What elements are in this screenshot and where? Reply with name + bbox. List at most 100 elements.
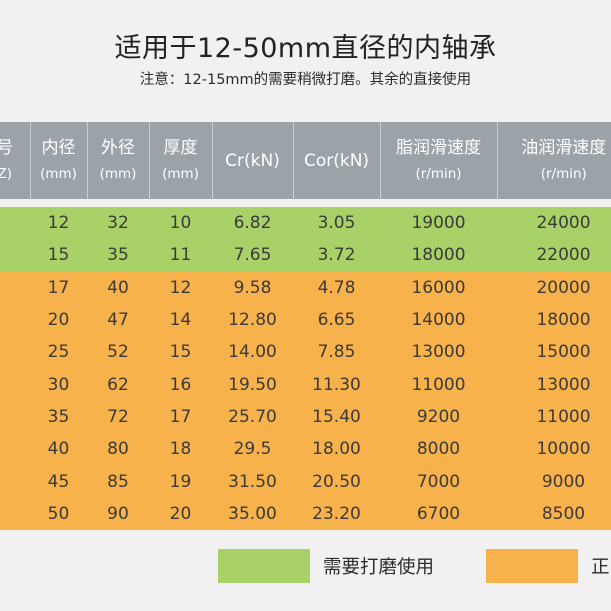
cell-cr: 14.00 xyxy=(212,336,293,369)
cell-thickness: 14 xyxy=(149,303,212,337)
cell-inner-diameter: 40 xyxy=(30,433,87,466)
header-cr: Cr(kN) xyxy=(211,122,293,199)
cell-thickness: 17 xyxy=(149,400,212,434)
cell-cor: 18.00 xyxy=(293,433,380,466)
cell-cr: 35.00 xyxy=(212,497,293,530)
table-row: 15 35 11 7.65 3.72 18000 22000 xyxy=(0,239,611,272)
cell-cr: 9.58 xyxy=(212,271,293,304)
cell-cor: 20.50 xyxy=(293,465,380,498)
cell-outer-diameter: 80 xyxy=(87,433,149,466)
header-oil-speed: 油润滑速度 (r/min) xyxy=(496,122,611,199)
header-thickness: 厚度 (mm) xyxy=(148,122,212,199)
cell-inner-diameter: 25 xyxy=(30,336,87,369)
cell-thickness: 10 xyxy=(149,207,212,240)
cell-model xyxy=(0,497,30,530)
cell-oil-speed: 11000 xyxy=(497,400,611,434)
cell-cor: 4.78 xyxy=(293,271,380,304)
cell-model xyxy=(0,433,30,466)
cell-model xyxy=(0,271,30,304)
table-header-row: 号 Z) 内径 (mm) 外径 (mm) 厚度 (mm) Cr(kN) Cor(kN) … xyxy=(0,122,611,199)
cell-grease-speed: 9200 xyxy=(380,400,497,434)
cell-grease-speed: 18000 xyxy=(380,239,497,272)
cell-outer-diameter: 62 xyxy=(87,368,149,401)
table-row: 50 90 20 35.00 23.20 6700 8500 xyxy=(0,497,611,530)
cell-grease-speed: 14000 xyxy=(380,303,497,337)
cell-thickness: 11 xyxy=(149,239,212,272)
cell-cr: 25.70 xyxy=(212,400,293,434)
cell-model xyxy=(0,207,30,240)
page-subtitle: 注意：12-15mm的需要稍微打磨。其余的直接使用 xyxy=(139,72,472,88)
cell-cor: 3.72 xyxy=(293,239,380,272)
cell-model xyxy=(0,239,30,272)
cell-outer-diameter: 85 xyxy=(87,465,149,498)
legend-orange-label: 正 xyxy=(591,557,610,578)
cell-oil-speed: 18000 xyxy=(497,303,611,337)
cell-oil-speed: 24000 xyxy=(497,207,611,240)
bearing-spec-table: 号 Z) 内径 (mm) 外径 (mm) 厚度 (mm) Cr(kN) Cor(kN) … xyxy=(0,122,611,530)
cell-inner-diameter: 17 xyxy=(30,271,87,304)
cell-outer-diameter: 47 xyxy=(87,303,149,337)
header-inner-diameter: 内径 (mm) xyxy=(29,122,87,199)
cell-oil-speed: 20000 xyxy=(497,271,611,304)
table-row: 20 47 14 12.80 6.65 14000 18000 xyxy=(0,303,611,337)
cell-inner-diameter: 30 xyxy=(30,368,87,401)
cell-oil-speed: 15000 xyxy=(497,336,611,369)
cell-model xyxy=(0,400,30,434)
cell-grease-speed: 6700 xyxy=(380,497,497,530)
cell-grease-speed: 19000 xyxy=(380,207,497,240)
cell-cr: 19.50 xyxy=(212,368,293,401)
cell-outer-diameter: 40 xyxy=(87,271,149,304)
cell-outer-diameter: 72 xyxy=(87,400,149,434)
cell-outer-diameter: 90 xyxy=(87,497,149,530)
cell-thickness: 19 xyxy=(149,465,212,498)
cell-inner-diameter: 45 xyxy=(30,465,87,498)
legend-green-swatch xyxy=(218,549,310,583)
cell-outer-diameter: 32 xyxy=(87,207,149,240)
cell-grease-speed: 16000 xyxy=(380,271,497,304)
cell-cor: 15.40 xyxy=(293,400,380,434)
table-row: 35 72 17 25.70 15.40 9200 11000 xyxy=(0,400,611,434)
cell-cor: 6.65 xyxy=(293,303,380,337)
cell-inner-diameter: 50 xyxy=(30,497,87,530)
cell-oil-speed: 9000 xyxy=(497,465,611,498)
header-grease-speed: 脂润滑速度 (r/min) xyxy=(379,122,497,199)
cell-cor: 3.05 xyxy=(293,207,380,240)
cell-inner-diameter: 12 xyxy=(30,207,87,240)
table-row: 25 52 15 14.00 7.85 13000 15000 xyxy=(0,336,611,369)
cell-inner-diameter: 15 xyxy=(30,239,87,272)
cell-model xyxy=(0,465,30,498)
cell-thickness: 18 xyxy=(149,433,212,466)
header-cor: Cor(kN) xyxy=(292,122,380,199)
table-row: 12 32 10 6.82 3.05 19000 24000 xyxy=(0,207,611,240)
cell-grease-speed: 7000 xyxy=(380,465,497,498)
cell-oil-speed: 10000 xyxy=(497,433,611,466)
cell-model xyxy=(0,336,30,369)
cell-outer-diameter: 35 xyxy=(87,239,149,272)
table-row: 30 62 16 19.50 11.30 11000 13000 xyxy=(0,368,611,401)
table-row: 17 40 12 9.58 4.78 16000 20000 xyxy=(0,271,611,304)
header-model: 号 Z) xyxy=(0,122,30,199)
cell-cor: 11.30 xyxy=(293,368,380,401)
cell-thickness: 16 xyxy=(149,368,212,401)
cell-thickness: 12 xyxy=(149,271,212,304)
cell-thickness: 20 xyxy=(149,497,212,530)
page-title: 适用于12-50mm直径的内轴承 xyxy=(114,33,497,64)
cell-grease-speed: 13000 xyxy=(380,336,497,369)
cell-cr: 6.82 xyxy=(212,207,293,240)
cell-inner-diameter: 20 xyxy=(30,303,87,337)
cell-model xyxy=(0,303,30,337)
cell-cor: 23.20 xyxy=(293,497,380,530)
table-row: 45 85 19 31.50 20.50 7000 9000 xyxy=(0,465,611,498)
cell-model xyxy=(0,368,30,401)
cell-oil-speed: 13000 xyxy=(497,368,611,401)
table-row: 40 80 18 29.5 18.00 8000 10000 xyxy=(0,433,611,466)
cell-oil-speed: 22000 xyxy=(497,239,611,272)
cell-oil-speed: 8500 xyxy=(497,497,611,530)
cell-thickness: 15 xyxy=(149,336,212,369)
cell-outer-diameter: 52 xyxy=(87,336,149,369)
legend-green-label: 需要打磨使用 xyxy=(323,557,435,578)
header-outer-diameter: 外径 (mm) xyxy=(86,122,149,199)
cell-grease-speed: 11000 xyxy=(380,368,497,401)
cell-cr: 12.80 xyxy=(212,303,293,337)
cell-cr: 7.65 xyxy=(212,239,293,272)
